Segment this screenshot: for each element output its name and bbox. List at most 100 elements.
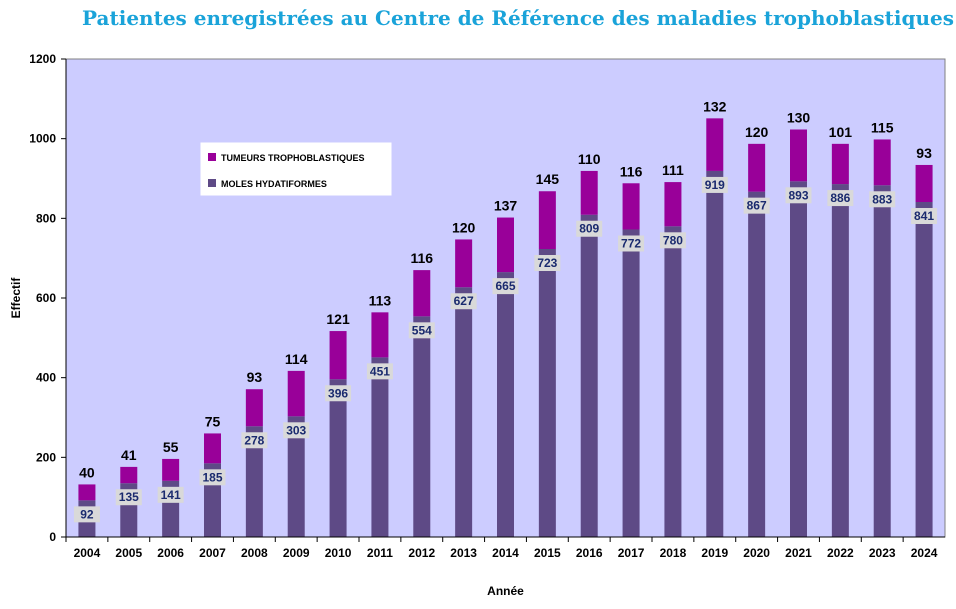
x-tick-label: 2018 bbox=[660, 546, 687, 560]
legend-swatch bbox=[208, 153, 216, 161]
bar-moles-hydatiformes bbox=[706, 170, 724, 537]
data-label-box bbox=[115, 489, 142, 506]
data-label-box bbox=[199, 469, 226, 486]
data-label-tumeurs: 101 bbox=[829, 124, 853, 140]
data-label-box bbox=[492, 278, 519, 295]
data-label-moles: 554 bbox=[412, 323, 432, 337]
data-label-moles: 278 bbox=[244, 433, 264, 447]
data-label-box bbox=[911, 208, 938, 225]
data-label-box bbox=[743, 197, 770, 214]
data-label-tumeurs: 111 bbox=[662, 162, 684, 178]
data-label-box bbox=[576, 220, 603, 237]
bar-tumeurs-trophoblastiques bbox=[831, 143, 849, 185]
x-tick-label: 2021 bbox=[785, 546, 812, 560]
legend-box bbox=[200, 142, 392, 196]
data-label-moles: 627 bbox=[454, 294, 474, 308]
x-tick-label: 2022 bbox=[827, 546, 854, 560]
data-label-moles: 185 bbox=[202, 470, 222, 484]
data-label-tumeurs: 93 bbox=[916, 145, 932, 161]
bar-moles-hydatiformes bbox=[287, 416, 305, 537]
x-tick-label: 2017 bbox=[618, 546, 645, 560]
x-tick-label: 2016 bbox=[576, 546, 603, 560]
data-label-box bbox=[701, 176, 728, 193]
data-label-moles: 396 bbox=[328, 386, 348, 400]
x-axis-title: Année bbox=[487, 584, 524, 598]
data-label-moles: 92 bbox=[80, 507, 94, 521]
chart-title: Patientes enregistrées au Centre de Réfé… bbox=[82, 6, 954, 30]
data-label-moles: 809 bbox=[579, 222, 599, 236]
bar-moles-hydatiformes bbox=[831, 184, 849, 537]
legend-label: TUMEURS TROPHOBLASTIQUES bbox=[221, 153, 365, 163]
data-label-tumeurs: 145 bbox=[536, 171, 560, 187]
data-label-tumeurs: 75 bbox=[205, 413, 221, 429]
data-label-box bbox=[659, 232, 686, 249]
data-label-box bbox=[366, 363, 393, 380]
bar-moles-hydatiformes bbox=[748, 191, 766, 537]
bar-tumeurs-trophoblastiques bbox=[915, 164, 933, 203]
y-axis-ticks: 0 200 400 600 800 1000 1200 bbox=[29, 52, 66, 544]
x-tick-label: 2014 bbox=[492, 546, 519, 560]
bar-tumeurs-trophoblastiques bbox=[580, 170, 598, 215]
data-label-moles: 451 bbox=[370, 364, 390, 378]
bar-tumeurs-trophoblastiques bbox=[287, 370, 305, 417]
x-tick-label: 2015 bbox=[534, 546, 561, 560]
x-tick-label: 2010 bbox=[325, 546, 352, 560]
data-label-box bbox=[408, 322, 435, 339]
bar-moles-hydatiformes bbox=[664, 226, 682, 538]
y-axis-title: Effectif bbox=[9, 277, 23, 319]
legend: TUMEURS TROPHOBLASTIQUES MOLES HYDATIFORM… bbox=[200, 142, 392, 196]
y-tick-label: 1200 bbox=[29, 52, 56, 66]
y-tick-label: 0 bbox=[49, 530, 56, 544]
data-label-box bbox=[785, 187, 812, 204]
bars-group: 92 40 135 41 141 55 185 75 278 93 303 114 396 121 451 1… bbox=[73, 98, 938, 538]
bar-moles-hydatiformes bbox=[580, 214, 598, 537]
x-axis-ticks: 2004 2005 2006 2007 2008 2009 2010 2011 2012 2013… bbox=[65, 537, 938, 560]
bar-tumeurs-trophoblastiques bbox=[538, 191, 556, 250]
bar-tumeurs-trophoblastiques bbox=[790, 129, 807, 182]
data-label-tumeurs: 132 bbox=[703, 98, 727, 114]
x-tick-label: 2023 bbox=[869, 546, 896, 560]
data-label-moles: 303 bbox=[286, 423, 306, 437]
bar-moles-hydatiformes bbox=[538, 249, 556, 537]
y-tick-label: 400 bbox=[36, 371, 56, 385]
bar-moles-hydatiformes bbox=[455, 287, 473, 537]
bar-tumeurs-trophoblastiques bbox=[329, 331, 347, 380]
data-label-moles: 893 bbox=[788, 188, 808, 202]
x-tick-label: 2013 bbox=[450, 546, 477, 560]
bar-moles-hydatiformes bbox=[622, 229, 640, 537]
data-label-moles: 665 bbox=[495, 279, 515, 293]
data-label-tumeurs: 120 bbox=[745, 124, 769, 140]
x-tick-label: 2019 bbox=[701, 546, 728, 560]
x-tick-label: 2009 bbox=[283, 546, 310, 560]
bar-moles-hydatiformes bbox=[915, 202, 933, 538]
data-label-tumeurs: 120 bbox=[452, 219, 476, 235]
data-label-box bbox=[241, 432, 268, 449]
data-label-moles: 867 bbox=[747, 199, 767, 213]
bar-tumeurs-trophoblastiques bbox=[664, 182, 682, 227]
data-label-tumeurs: 137 bbox=[494, 198, 518, 214]
bar-tumeurs-trophoblastiques bbox=[622, 183, 640, 230]
data-label-tumeurs: 113 bbox=[369, 292, 392, 308]
x-tick-label: 2004 bbox=[74, 546, 101, 560]
x-tick-label: 2008 bbox=[241, 546, 268, 560]
bar-tumeurs-trophoblastiques bbox=[497, 217, 514, 273]
data-label-box bbox=[283, 422, 310, 439]
data-label-box bbox=[827, 190, 854, 207]
data-label-tumeurs: 115 bbox=[871, 119, 894, 135]
data-label-tumeurs: 114 bbox=[285, 351, 308, 367]
bar-tumeurs-trophoblastiques bbox=[413, 270, 431, 317]
data-label-tumeurs: 116 bbox=[620, 163, 643, 179]
bar-tumeurs-trophoblastiques bbox=[120, 466, 138, 484]
x-tick-label: 2011 bbox=[367, 546, 393, 560]
y-tick-label: 600 bbox=[36, 291, 56, 305]
data-label-moles: 135 bbox=[119, 490, 139, 504]
bar-moles-hydatiformes bbox=[873, 185, 891, 537]
legend-label: MOLES HYDATIFORMES bbox=[221, 179, 327, 189]
x-tick-label: 2006 bbox=[157, 546, 184, 560]
y-tick-label: 200 bbox=[36, 450, 56, 464]
y-tick-label: 1000 bbox=[29, 132, 56, 146]
bar-moles-hydatiformes bbox=[790, 181, 807, 537]
x-tick-label: 2007 bbox=[199, 546, 226, 560]
x-tick-label: 2005 bbox=[115, 546, 142, 560]
